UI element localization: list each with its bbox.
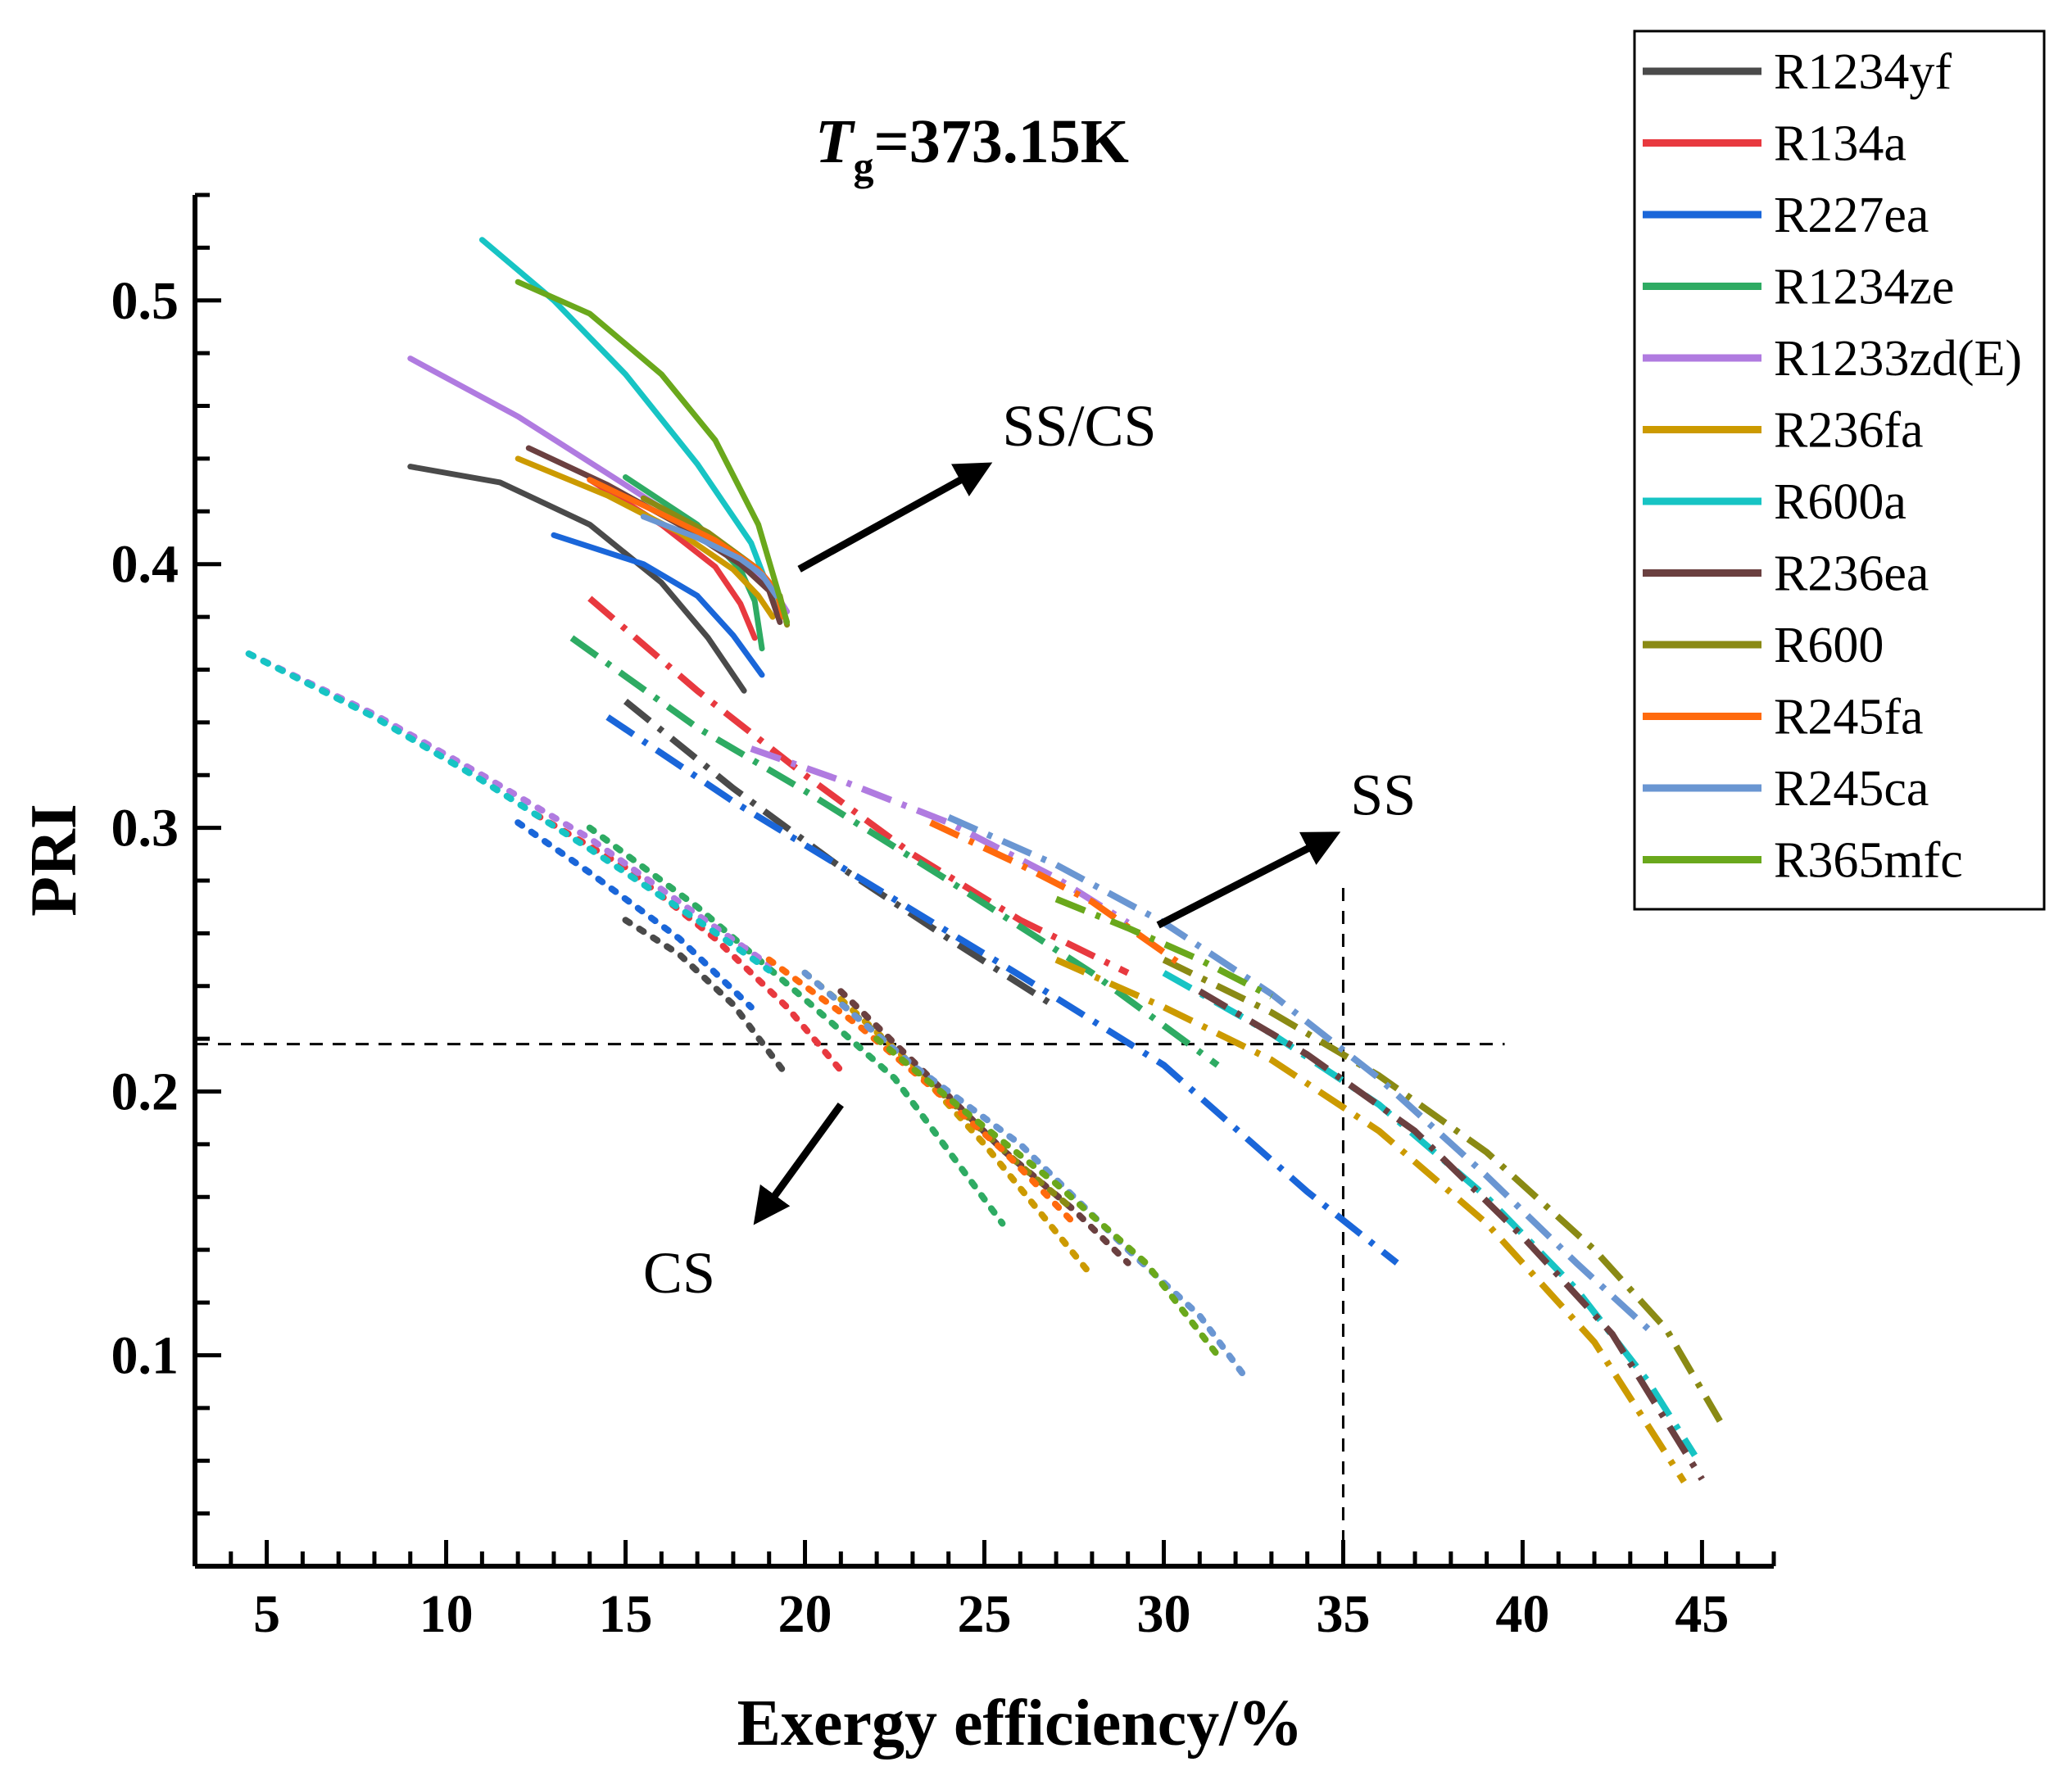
legend-label-r600: R600 <box>1774 618 1884 673</box>
x-axis-title: Exergy efficiency/% <box>737 1687 1304 1760</box>
x-tick-label: 40 <box>1495 1584 1549 1644</box>
legend-label-r236fa: R236fa <box>1774 403 1924 459</box>
axes: 5 10 15 20 25 30 35 40 45 0.1 0.2 0.3 0.4 0.5 <box>111 192 1776 1644</box>
series-line-r1234ze-ss-cs <box>623 474 765 652</box>
legend-label-r1234yf: R1234yf <box>1774 44 1952 100</box>
legend-label-r236ea: R236ea <box>1774 546 1929 602</box>
series-line-r1234yf-ss-cs <box>407 464 747 694</box>
annotation-ss-cs-label: SS/CS <box>1002 393 1156 459</box>
series-line-r1234yf-cs <box>622 917 791 1080</box>
chart-title-subscript: g <box>853 143 873 189</box>
annotations: SS/CS SS CS <box>643 393 1416 1306</box>
y-axis-title: PRI <box>18 804 90 917</box>
series-line-r245fa-cs <box>765 956 1077 1227</box>
legend-label-r245fa: R245fa <box>1774 690 1924 745</box>
x-tick-label: 5 <box>253 1584 280 1644</box>
legend-label-r600a: R600a <box>1774 474 1907 530</box>
chart-title-rest: =373.15K <box>873 107 1128 176</box>
series-line-r236ea-ss-cs <box>525 445 783 625</box>
series-line-r1234ze-ss <box>569 635 1220 1068</box>
reference-lines <box>195 885 1505 1566</box>
series-layer <box>245 237 1723 1484</box>
series-line-r365mfc-ss-cs <box>515 279 791 625</box>
annotation-cs-label: CS <box>643 1240 715 1306</box>
series-line-r134a-cs <box>533 811 845 1074</box>
series-line-r365mfc-ss <box>1054 895 1273 1000</box>
series-line-r600a-cs <box>245 650 773 974</box>
series-line-r227ea-ss-cs <box>551 532 765 678</box>
legend-label-r227ea: R227ea <box>1774 188 1929 243</box>
series-line-r236fa-ss <box>1054 956 1687 1484</box>
x-tick-label: 35 <box>1316 1584 1370 1644</box>
annotation-cs-arrow <box>753 1102 844 1225</box>
series-line-r1234yf-ss <box>623 698 1059 1010</box>
series-line-r236fa-ss-cs <box>515 455 776 620</box>
annotation-ss-label: SS <box>1350 763 1416 828</box>
y-tick-label: 0.2 <box>111 1062 179 1122</box>
x-tick-label: 10 <box>419 1584 474 1644</box>
x-tick-label: 15 <box>599 1584 653 1644</box>
y-tick-label: 0.4 <box>111 535 179 595</box>
series-line-r134a-ss <box>587 596 1130 976</box>
series-line-r236fa-cs <box>837 995 1095 1280</box>
x-tick-label: 25 <box>958 1584 1012 1644</box>
series-line-r236ea-ss <box>1198 988 1705 1481</box>
series-line-r227ea-ss <box>605 714 1399 1266</box>
chart-title: Tg=373.15K <box>815 107 1129 189</box>
y-tick-label: 0.1 <box>111 1325 179 1385</box>
legend-box <box>1633 29 2046 911</box>
series-line-r365mfc-cs <box>873 1035 1222 1359</box>
legend-label-r134a: R134a <box>1774 116 1907 172</box>
legend-label-r1233zd-e: R1233zd(E) <box>1774 331 2022 387</box>
series-line-r600-ss <box>1162 957 1723 1423</box>
x-tick-label: 45 <box>1675 1584 1729 1644</box>
x-tick-label: 20 <box>778 1584 832 1644</box>
x-tick-label: 30 <box>1136 1584 1190 1644</box>
y-tick-label: 0.5 <box>111 271 179 331</box>
series-line-r1234ze-cs <box>586 824 1006 1227</box>
series-line-r245ca-ss <box>947 814 1651 1332</box>
legend-label-r245ca: R245ca <box>1774 761 1929 817</box>
legend-label-r1234ze: R1234ze <box>1774 260 1954 315</box>
y-tick-label: 0.3 <box>111 799 179 858</box>
legend: R1234yf R134a R227ea R1234ze R1233zd(E) R236f… <box>1633 29 2046 911</box>
annotation-ss-arrow <box>1156 831 1341 929</box>
annotation-ss-cs-arrow <box>797 462 993 573</box>
series-line-r245ca-ss-cs <box>640 514 779 599</box>
series-line-r245fa-ss <box>929 819 1184 968</box>
legend-label-r365mfc: R365mfc <box>1774 833 1963 889</box>
series-line-r227ea-cs <box>515 819 755 1011</box>
chart-title-symbol: T <box>815 107 855 176</box>
